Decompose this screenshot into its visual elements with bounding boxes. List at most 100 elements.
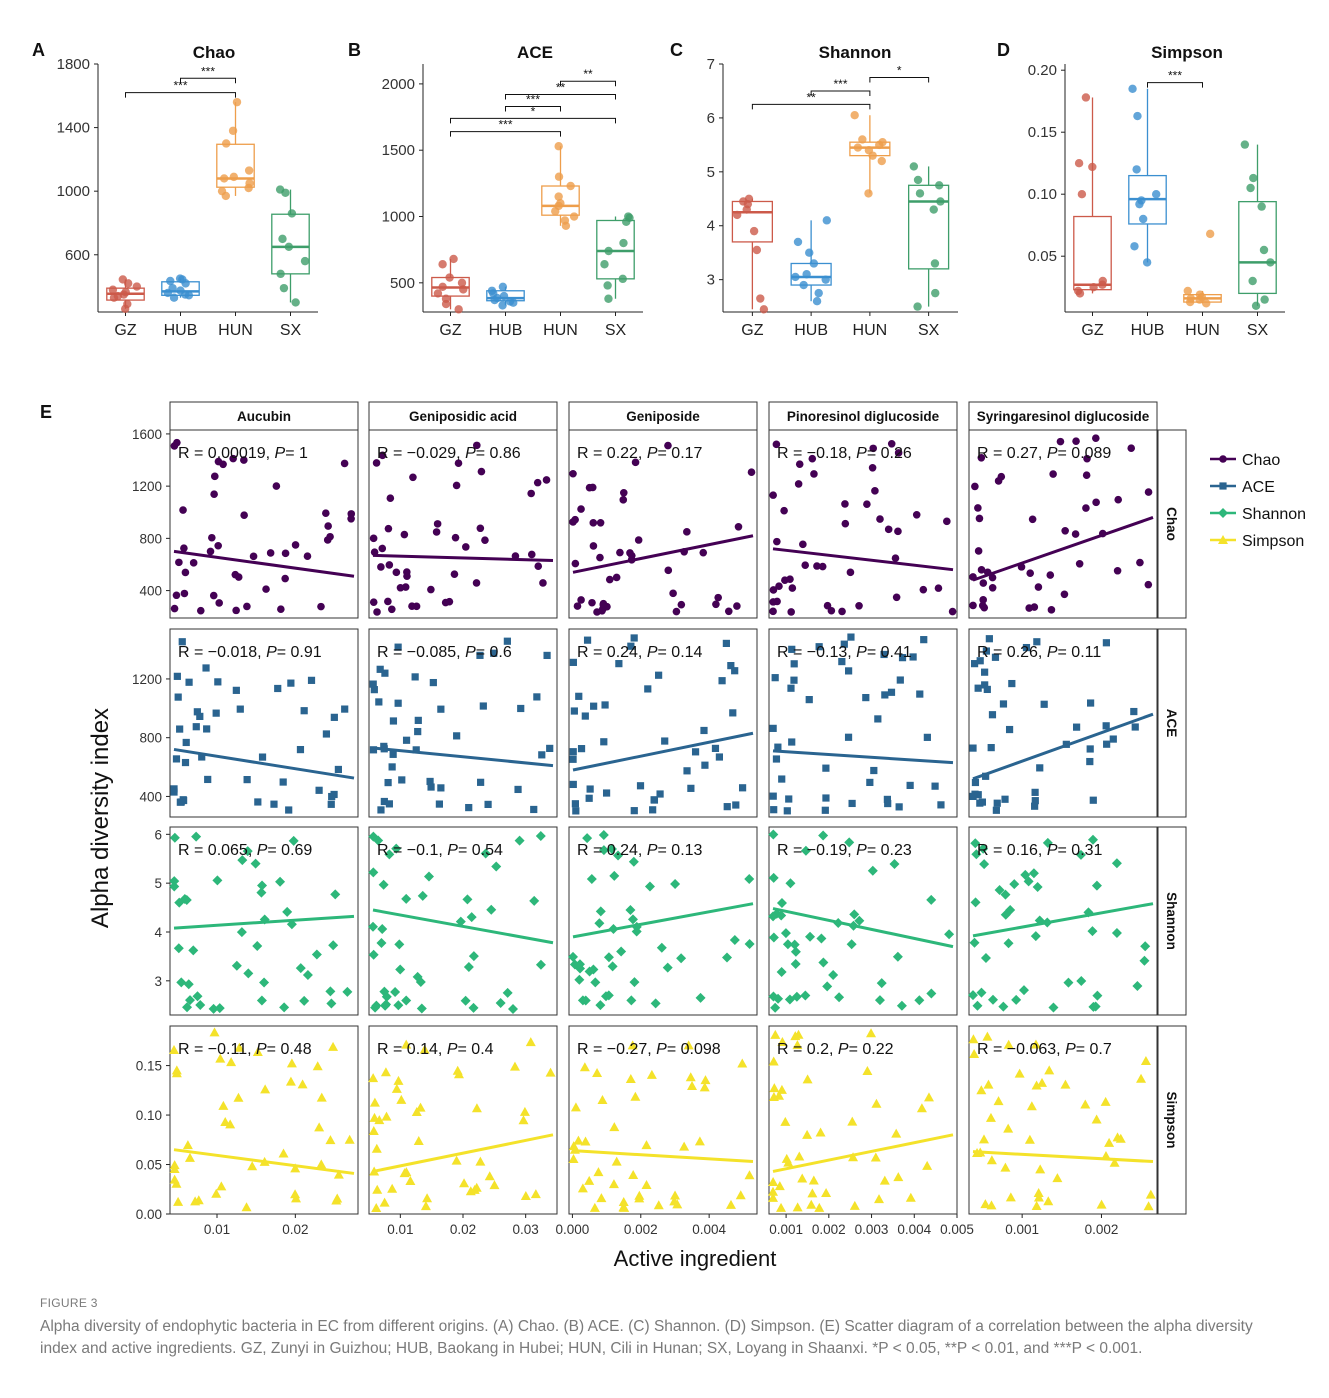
data-point [169, 1160, 180, 1170]
x-tick-label: 0.03 [513, 1222, 539, 1237]
y-tick-label: 0.05 [1028, 248, 1057, 265]
data-point [770, 806, 778, 814]
data-point [896, 676, 904, 684]
data-point [179, 506, 187, 514]
data-point [1132, 165, 1141, 174]
facet-strip-label: Shannon [1164, 892, 1179, 950]
data-point [229, 454, 237, 463]
panel-letter: D [997, 40, 1010, 60]
box [541, 185, 580, 216]
significance-bracket [505, 105, 561, 112]
data-point [1061, 527, 1069, 535]
data-point [988, 573, 997, 582]
data-point [991, 653, 1000, 661]
data-point [172, 591, 181, 600]
data-point [419, 1044, 430, 1054]
y-tick-label: 800 [139, 731, 162, 746]
y-axis-title: Alpha diversity index [87, 708, 114, 928]
data-point [790, 958, 801, 969]
data-point [302, 970, 313, 981]
data-point [519, 1106, 530, 1116]
data-point [1087, 834, 1098, 845]
data-point [1075, 849, 1086, 860]
data-point [846, 939, 857, 950]
data-point [1109, 735, 1117, 743]
data-point [727, 662, 735, 670]
x-tick-label: GZ [439, 322, 461, 339]
data-point [1131, 723, 1139, 731]
data-point [385, 561, 394, 569]
y-tick-label: 0.05 [136, 1158, 162, 1173]
data-point [459, 1178, 470, 1188]
data-point [184, 995, 195, 1006]
data-point [926, 894, 937, 905]
data-point [780, 506, 788, 515]
data-point [445, 273, 454, 282]
data-point [768, 911, 779, 922]
facet-panel-border [768, 628, 958, 818]
significance-bracket [180, 77, 236, 84]
data-point [477, 467, 486, 476]
data-point [368, 867, 379, 878]
data-point [772, 440, 781, 449]
data-point [735, 1190, 746, 1200]
stats-p-symbol: P [465, 445, 476, 462]
data-point [926, 988, 937, 999]
data-point [208, 533, 216, 542]
data-point [196, 606, 205, 615]
data-point [867, 865, 878, 876]
data-point [619, 238, 628, 248]
data-point [988, 994, 999, 1005]
data-point [307, 676, 316, 684]
data-point [769, 1083, 780, 1093]
data-point [650, 796, 658, 804]
data-point [256, 887, 267, 898]
data-point [816, 933, 827, 944]
data-point [243, 968, 254, 979]
data-point [937, 801, 945, 809]
data-point [437, 784, 445, 792]
data-point [214, 541, 222, 550]
data-point [630, 634, 638, 642]
data-point [792, 1202, 803, 1212]
data-point [607, 961, 618, 972]
data-point [1086, 757, 1094, 766]
stats-r: R = 0.22, [577, 445, 647, 462]
data-point [384, 778, 392, 787]
data-point [241, 1202, 252, 1212]
data-point [1202, 299, 1211, 308]
stats-label: R = −0.1, P= 0.54 [377, 842, 503, 859]
data-point [715, 753, 723, 761]
data-point [243, 602, 251, 611]
facet-cell: R = 0.16, P= 0.31 [968, 826, 1158, 1016]
data-point [891, 1128, 902, 1138]
data-point [182, 1002, 193, 1013]
data-point [477, 778, 485, 786]
data-point [695, 992, 706, 1003]
data-point [1246, 183, 1255, 193]
data-point [744, 873, 755, 884]
data-point [815, 643, 823, 651]
facet-strip-label: ACE [1164, 709, 1179, 738]
data-point [588, 598, 596, 607]
data-point [249, 552, 258, 561]
regression-line [173, 914, 355, 930]
x-tick-label: SX [1247, 322, 1269, 339]
data-point [1022, 643, 1031, 652]
stats-label: R = 0.24, P= 0.13 [577, 842, 703, 859]
facet-cell: R = −0.18, P= 0.26 [768, 429, 958, 619]
stats-r: R = 0.27, [977, 445, 1047, 462]
data-point [570, 707, 578, 715]
data-point [377, 924, 388, 935]
data-point [785, 795, 793, 803]
data-point [699, 548, 708, 557]
data-point [1082, 504, 1090, 512]
data-point [217, 186, 227, 196]
data-point [773, 537, 781, 546]
stats-p-symbol: P [656, 1041, 667, 1058]
data-point [923, 733, 931, 741]
stats-r: R = 0.26, [977, 644, 1047, 661]
x-tick-label: HUN [1185, 322, 1220, 339]
data-point [985, 635, 993, 643]
data-point [393, 1075, 404, 1085]
